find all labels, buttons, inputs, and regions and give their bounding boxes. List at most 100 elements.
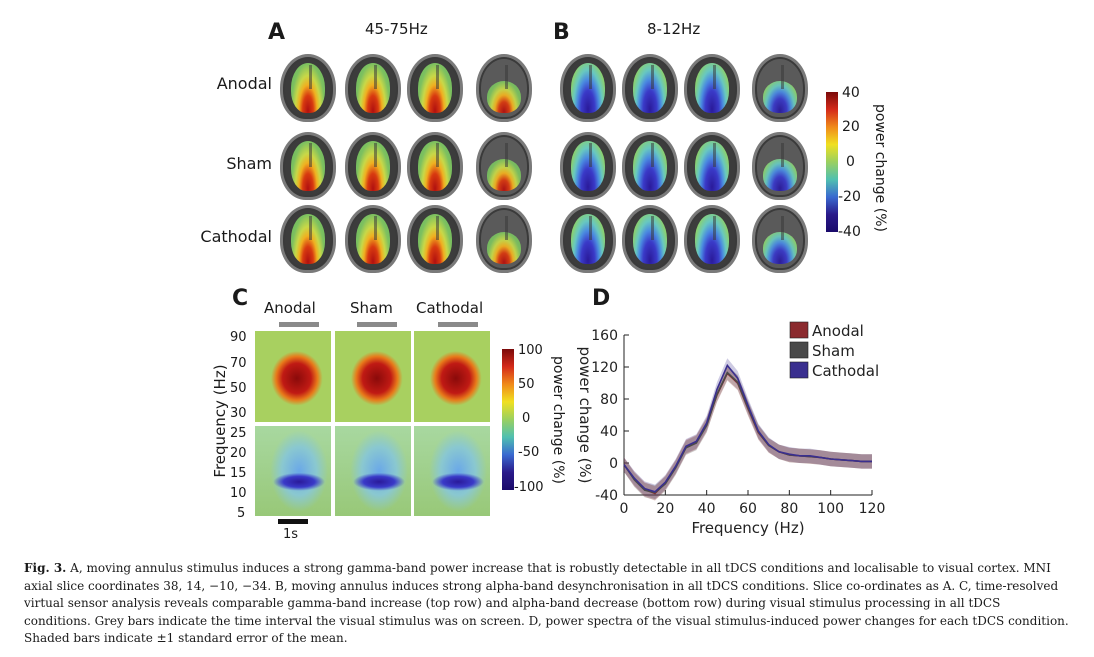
brain-slice-image <box>752 205 808 273</box>
y-tick-label: 40 <box>600 424 618 440</box>
brain-slice-image <box>560 205 616 273</box>
y-tick-label: 0 <box>609 456 618 472</box>
tf-map-alpha <box>335 426 411 516</box>
colorbar-c-tick: 0 <box>522 411 531 426</box>
y-tick: 10 <box>230 486 247 501</box>
brain-slice-image <box>560 54 616 122</box>
brain-slice-image <box>684 205 740 273</box>
colorbar-ab-tick: 40 <box>842 85 860 101</box>
panel-c-ylabel: Frequency (Hz) <box>211 364 229 478</box>
series-line <box>623 363 872 493</box>
condition-label-cathodal: Cathodal <box>416 299 484 317</box>
brain-slice-image <box>622 205 678 273</box>
stimulus-bar <box>438 322 478 327</box>
legend-swatch <box>789 361 809 379</box>
legend-swatch <box>789 321 809 339</box>
caption-lead: Fig. 3. <box>24 561 67 575</box>
brain-slice-image <box>280 132 336 200</box>
tf-map-alpha <box>255 426 331 516</box>
time-scalebar-label: 1s <box>283 527 299 542</box>
brain-slice-image <box>407 205 463 273</box>
legend-label: Sham <box>812 342 855 360</box>
y-tick: 5 <box>237 506 246 521</box>
y-tick-label: 120 <box>591 360 618 376</box>
brain-slice-image <box>476 54 532 122</box>
colorbar-c <box>502 349 514 490</box>
y-tick: 20 <box>230 446 247 461</box>
colorbar-c-tick: 50 <box>518 377 535 392</box>
brain-slice-image <box>280 205 336 273</box>
x-tick-label: 80 <box>780 501 798 517</box>
panel-a-label: A <box>268 20 286 45</box>
brain-slice-image <box>476 205 532 273</box>
x-axis-label: Frequency (Hz) <box>691 519 804 537</box>
time-scalebar <box>278 519 308 524</box>
legend-label: Cathodal <box>812 362 879 380</box>
y-tick: 25 <box>230 426 247 441</box>
colorbar-c-tick: -100 <box>514 480 544 495</box>
y-tick: 15 <box>230 466 247 481</box>
row-label-cathodal: Cathodal <box>200 227 272 246</box>
brain-slice-image <box>407 54 463 122</box>
x-tick-label: 100 <box>817 501 844 517</box>
brain-slice-image <box>345 205 401 273</box>
x-tick-label: 0 <box>620 501 629 517</box>
y-tick-label: 160 <box>591 328 618 344</box>
series-line <box>623 372 872 495</box>
x-tick-label: 20 <box>656 501 674 517</box>
brain-slice-image <box>622 54 678 122</box>
y-tick: 30 <box>230 406 247 421</box>
colorbar-c-tick: 100 <box>518 343 543 358</box>
stimulus-bar <box>279 322 319 327</box>
series-error-band <box>624 358 872 499</box>
colorbar-ab-tick: -40 <box>838 224 861 240</box>
y-tick-label: 80 <box>600 392 618 408</box>
x-tick-label: 60 <box>739 501 757 517</box>
panel-d-label: D <box>592 286 611 311</box>
brain-slice-image <box>684 54 740 122</box>
row-label-anodal: Anodal <box>216 74 272 93</box>
brain-slice-image <box>622 132 678 200</box>
colorbar-ab <box>826 92 838 232</box>
legend-label: Anodal <box>812 322 864 340</box>
colorbar-ab-label: power change (%) <box>872 104 888 232</box>
y-axis-label: power change (%) <box>576 346 594 483</box>
caption-text: A, moving annulus stimulus induces a str… <box>24 561 1069 645</box>
condition-label-anodal: Anodal <box>264 299 316 317</box>
y-tick-label: -40 <box>595 488 618 504</box>
brain-slice-image <box>752 54 808 122</box>
brain-slice-image <box>560 132 616 200</box>
brain-slice-image <box>476 132 532 200</box>
tf-map-gamma <box>255 331 331 422</box>
brain-slice-image <box>345 54 401 122</box>
colorbar-ab-tick: -20 <box>838 189 861 205</box>
brain-slice-image <box>280 54 336 122</box>
brain-slice-image <box>345 132 401 200</box>
x-tick-label: 120 <box>859 501 886 517</box>
colorbar-ab-tick: 20 <box>842 119 860 135</box>
colorbar-c-tick: -50 <box>518 445 540 460</box>
panel-a-title: 45-75Hz <box>365 20 428 38</box>
series-line <box>623 371 872 494</box>
colorbar-ab-tick: 0 <box>846 154 855 170</box>
series-error-band <box>624 365 872 500</box>
y-tick: 70 <box>230 356 247 371</box>
series-error-band <box>624 366 872 501</box>
x-tick-label: 40 <box>698 501 716 517</box>
tf-map-alpha <box>414 426 490 516</box>
tf-map-gamma <box>335 331 411 422</box>
y-tick: 90 <box>230 330 247 345</box>
brain-slice-image <box>407 132 463 200</box>
row-label-sham: Sham <box>226 154 272 173</box>
y-tick: 50 <box>230 381 247 396</box>
stimulus-bar <box>357 322 397 327</box>
legend-swatch <box>789 341 809 359</box>
brain-slice-image <box>752 132 808 200</box>
condition-label-sham: Sham <box>350 299 393 317</box>
figure-caption: Fig. 3. A, moving annulus stimulus induc… <box>0 560 1094 648</box>
brain-slice-image <box>684 132 740 200</box>
panel-c-label: C <box>232 286 249 311</box>
tf-map-gamma <box>414 331 490 422</box>
panel-b-title: 8-12Hz <box>647 20 701 38</box>
